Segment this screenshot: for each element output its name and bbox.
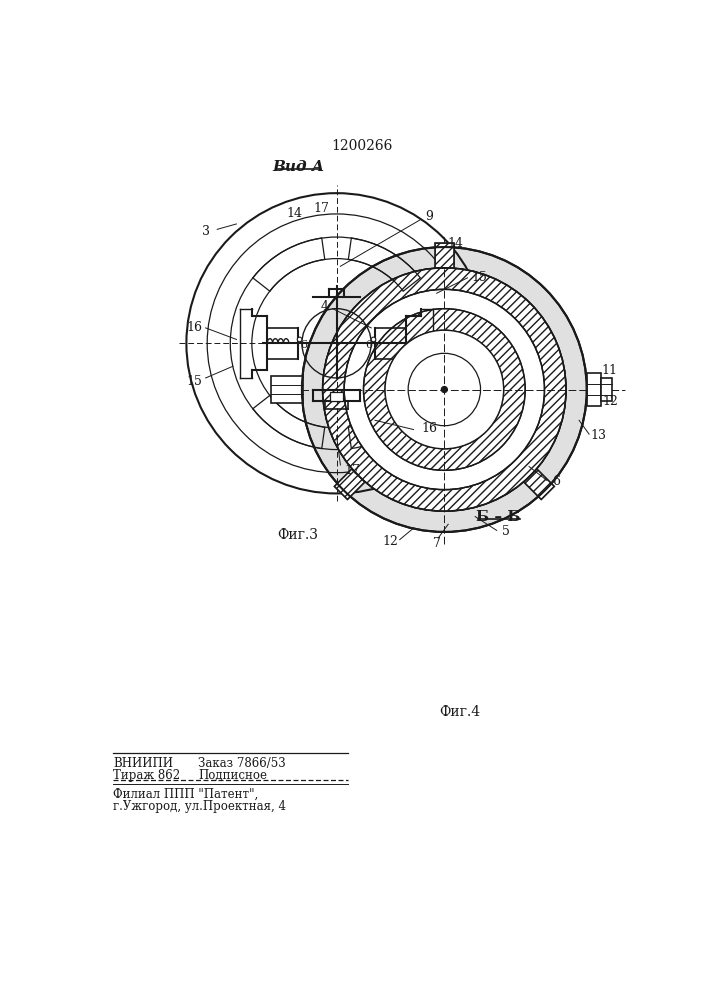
Text: 9: 9 bbox=[425, 210, 433, 223]
Text: Вид А: Вид А bbox=[272, 160, 325, 174]
Text: 15: 15 bbox=[186, 375, 202, 388]
Bar bbox=[587, 373, 601, 406]
Circle shape bbox=[441, 386, 448, 393]
Bar bbox=[601, 378, 612, 401]
Bar bbox=[330, 392, 343, 401]
Text: 11: 11 bbox=[602, 364, 618, 377]
Circle shape bbox=[371, 337, 376, 342]
Polygon shape bbox=[334, 469, 365, 499]
Text: 17: 17 bbox=[313, 202, 329, 215]
Text: 14: 14 bbox=[286, 207, 302, 220]
Text: 12: 12 bbox=[382, 535, 398, 548]
Text: 3: 3 bbox=[201, 225, 210, 238]
Text: 15: 15 bbox=[471, 271, 487, 284]
Text: 14: 14 bbox=[448, 237, 464, 250]
Text: 16: 16 bbox=[186, 321, 202, 334]
Text: 6: 6 bbox=[300, 340, 308, 350]
Polygon shape bbox=[524, 469, 554, 499]
Text: Заказ 7866/53: Заказ 7866/53 bbox=[198, 757, 286, 770]
Polygon shape bbox=[435, 243, 454, 268]
Text: 5: 5 bbox=[502, 525, 510, 538]
Text: Подписное: Подписное bbox=[198, 769, 267, 782]
Text: Тираж 862: Тираж 862 bbox=[113, 769, 180, 782]
Circle shape bbox=[344, 289, 544, 490]
Text: 1200266: 1200266 bbox=[332, 139, 392, 153]
Text: Б – Б: Б – Б bbox=[476, 510, 520, 524]
Circle shape bbox=[302, 247, 587, 532]
Circle shape bbox=[322, 268, 566, 511]
Text: 6: 6 bbox=[366, 340, 373, 350]
Text: 12: 12 bbox=[602, 395, 618, 408]
Bar bbox=[271, 376, 303, 403]
Circle shape bbox=[385, 330, 503, 449]
Text: 16: 16 bbox=[421, 422, 437, 434]
Text: г.Ужгород, ул.Проектная, 4: г.Ужгород, ул.Проектная, 4 bbox=[113, 800, 286, 813]
Text: ВНИИПИ: ВНИИПИ bbox=[113, 757, 173, 770]
Text: Фиг.4: Фиг.4 bbox=[439, 705, 480, 719]
Text: 6: 6 bbox=[552, 475, 560, 488]
Text: Фиг.3: Фиг.3 bbox=[278, 528, 319, 542]
Text: 17: 17 bbox=[344, 464, 360, 477]
Text: 4: 4 bbox=[321, 300, 329, 313]
Circle shape bbox=[297, 337, 302, 342]
Text: 13: 13 bbox=[590, 429, 607, 442]
Circle shape bbox=[408, 353, 481, 426]
Text: 7: 7 bbox=[433, 537, 440, 550]
Text: Филиал ППП "Патент",: Филиал ППП "Патент", bbox=[113, 788, 259, 801]
